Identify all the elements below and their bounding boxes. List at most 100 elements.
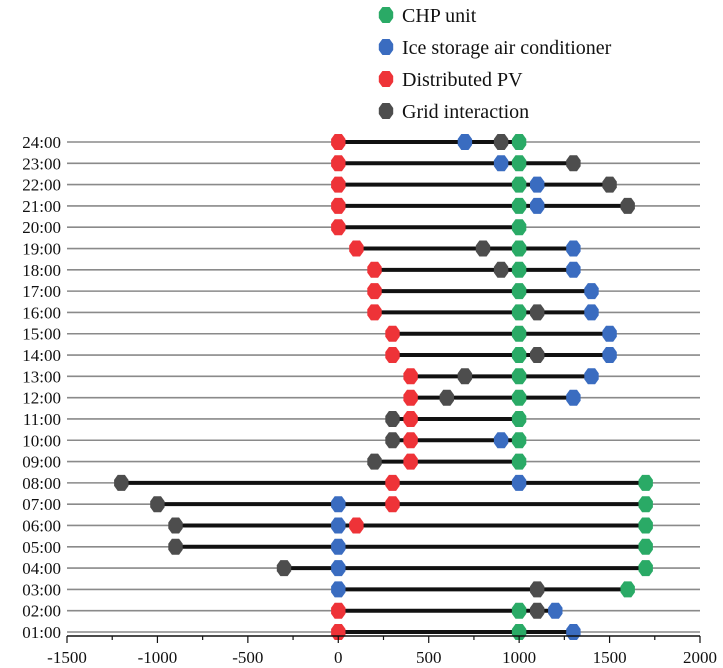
- point-chp-unit: [511, 134, 527, 150]
- y-tick-label: 07:00: [22, 495, 61, 514]
- point-ice-storage-air-conditioner: [331, 581, 346, 598]
- point-grid-interaction: [602, 176, 617, 193]
- y-tick-label: 04:00: [22, 559, 61, 578]
- x-tick-label: 0: [334, 648, 343, 667]
- point-distributed-pv: [385, 496, 400, 513]
- point-chp-unit: [638, 474, 653, 491]
- y-tick-label: 22:00: [22, 176, 61, 195]
- x-tick-label: 1000: [502, 648, 536, 667]
- point-distributed-pv: [349, 517, 364, 534]
- y-tick-label: 06:00: [22, 516, 61, 535]
- x-tick-label: 500: [416, 648, 442, 667]
- point-distributed-pv: [403, 411, 418, 427]
- y-tick-label: 08:00: [22, 474, 61, 493]
- point-distributed-pv: [403, 368, 418, 385]
- point-grid-interaction: [168, 538, 183, 555]
- legend: CHP unit Ice storage air conditioner Distr…: [378, 5, 612, 123]
- point-chp-unit: [511, 304, 527, 321]
- y-tick-label: 09:00: [22, 453, 61, 472]
- point-grid-interaction: [530, 347, 545, 363]
- y-tick-label: 10:00: [22, 431, 61, 450]
- point-distributed-pv: [331, 176, 346, 193]
- y-tick-label: 05:00: [22, 538, 61, 557]
- point-chp-unit: [638, 560, 653, 577]
- point-chp-unit: [638, 517, 653, 534]
- point-ice-storage-air-conditioner: [584, 304, 599, 321]
- point-distributed-pv: [385, 325, 400, 342]
- point-distributed-pv: [367, 304, 382, 321]
- point-grid-interaction: [367, 453, 382, 470]
- x-tick-label: 2000: [683, 648, 717, 667]
- y-tick-label: 11:00: [23, 410, 61, 429]
- y-tick-label: 19:00: [22, 240, 61, 259]
- legend-label: CHP unit: [402, 5, 477, 27]
- point-distributed-pv: [403, 432, 418, 449]
- point-ice-storage-air-conditioner: [584, 283, 599, 300]
- y-tick-label: 20:00: [22, 218, 61, 237]
- legend-label: Grid interaction: [402, 101, 529, 123]
- point-ice-storage-air-conditioner: [602, 325, 617, 342]
- point-ice-storage-air-conditioner: [566, 389, 581, 406]
- point-grid-interaction: [385, 411, 400, 427]
- point-grid-interaction: [566, 155, 581, 172]
- y-tick-label: 03:00: [22, 580, 61, 599]
- point-distributed-pv: [349, 240, 364, 257]
- range-lines: [121, 140, 646, 634]
- point-distributed-pv: [403, 453, 418, 470]
- point-chp-unit: [511, 432, 527, 449]
- point-distributed-pv: [331, 155, 346, 172]
- point-distributed-pv: [331, 602, 346, 619]
- point-ice-storage-air-conditioner: [530, 197, 545, 214]
- y-tick-label: 14:00: [22, 346, 61, 365]
- y-axis-labels: 24:00 23:00 22:00 21:00 20:00 19:00 18:00 17:00…: [22, 133, 61, 642]
- point-grid-interaction: [385, 432, 400, 449]
- point-grid-interaction: [168, 517, 183, 534]
- y-tick-label: 18:00: [22, 261, 61, 280]
- point-chp-unit: [511, 261, 527, 278]
- data-points: [114, 134, 653, 640]
- legend-marker-0: [378, 7, 394, 23]
- point-grid-interaction: [475, 240, 491, 257]
- legend-marker-1: [378, 39, 394, 55]
- point-ice-storage-air-conditioner: [331, 538, 346, 555]
- point-chp-unit: [620, 581, 635, 598]
- point-distributed-pv: [331, 219, 346, 236]
- point-ice-storage-air-conditioner: [548, 602, 563, 619]
- point-ice-storage-air-conditioner: [584, 368, 599, 385]
- point-chp-unit: [511, 347, 527, 363]
- point-distributed-pv: [367, 283, 382, 300]
- point-grid-interaction: [530, 602, 545, 619]
- gridlines: [67, 141, 700, 633]
- y-tick-label: 13:00: [22, 367, 61, 386]
- point-ice-storage-air-conditioner: [566, 624, 581, 640]
- point-chp-unit: [511, 219, 527, 236]
- point-chp-unit: [511, 325, 527, 342]
- point-chp-unit: [511, 411, 527, 427]
- point-ice-storage-air-conditioner: [331, 496, 346, 513]
- point-ice-storage-air-conditioner: [602, 347, 617, 363]
- point-ice-storage-air-conditioner: [493, 432, 509, 449]
- point-chp-unit: [511, 453, 527, 470]
- point-grid-interaction: [439, 389, 454, 406]
- y-tick-label: 17:00: [22, 282, 61, 301]
- point-ice-storage-air-conditioner: [566, 261, 581, 278]
- y-tick-label: 02:00: [22, 602, 61, 621]
- point-chp-unit: [511, 283, 527, 300]
- y-tick-label: 16:00: [22, 303, 61, 322]
- point-chp-unit: [511, 176, 527, 193]
- x-tick-label: -1500: [47, 648, 87, 667]
- point-chp-unit: [511, 368, 527, 385]
- point-distributed-pv: [331, 197, 346, 214]
- point-distributed-pv: [385, 347, 400, 363]
- x-axis: -1500 -1000 -500 0 500 1000 1500 2000: [47, 635, 717, 667]
- point-grid-interaction: [114, 474, 129, 491]
- x-tick-label: -1000: [138, 648, 178, 667]
- point-grid-interaction: [530, 581, 545, 598]
- point-distributed-pv: [367, 261, 382, 278]
- legend-label: Ice storage air conditioner: [402, 37, 612, 59]
- legend-marker-3: [378, 103, 394, 119]
- point-chp-unit: [511, 389, 527, 406]
- point-grid-interaction: [620, 197, 635, 214]
- y-tick-label: 24:00: [22, 133, 61, 152]
- point-distributed-pv: [331, 134, 346, 150]
